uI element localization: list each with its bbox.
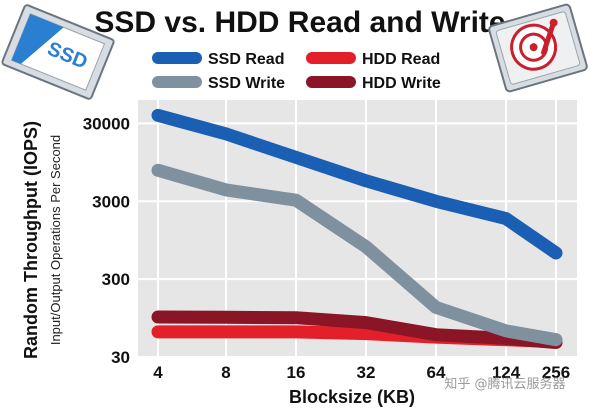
- x-tick-label: 8: [221, 363, 230, 382]
- data-point: [295, 330, 297, 333]
- data-point: [365, 245, 367, 248]
- grid-lines: [138, 100, 577, 358]
- y-tick-label: 30: [111, 348, 130, 367]
- data-point: [555, 252, 557, 254]
- x-tick-label: 32: [357, 363, 376, 382]
- data-point: [555, 338, 557, 341]
- x-axis-label: Blocksize (KB): [289, 387, 415, 407]
- y-axis-label: Random Throughput (IOPS): [21, 121, 41, 359]
- x-tick-label: 124: [492, 363, 521, 382]
- x-tick-label: 64: [427, 363, 446, 382]
- x-tick-label: 256: [542, 363, 570, 382]
- data-point: [225, 188, 227, 191]
- data-point: [157, 114, 159, 117]
- y-tick-label: 30000: [83, 114, 130, 133]
- legend-label: HDD Write: [362, 75, 441, 92]
- series-layer: [151, 108, 563, 349]
- data-point: [225, 132, 227, 135]
- data-point: [435, 333, 437, 336]
- ssd-drive-icon: SSD: [1, 4, 115, 100]
- data-point: [505, 217, 507, 220]
- data-point: [365, 179, 367, 182]
- data-point: [365, 332, 367, 335]
- y-tick-label: 300: [102, 270, 130, 289]
- data-point: [505, 337, 507, 340]
- data-point: [157, 330, 159, 333]
- data-point: [295, 156, 297, 159]
- data-point: [435, 306, 437, 309]
- y-axis-sublabel: Input/Output Operations Per Second: [48, 135, 63, 345]
- legend-label: HDD Read: [362, 51, 440, 68]
- x-tick-label: 4: [153, 363, 163, 382]
- data-point: [295, 316, 297, 319]
- data-point: [225, 316, 227, 319]
- data-point: [225, 330, 227, 333]
- chart-title: SSD vs. HDD Read and Write: [94, 6, 505, 39]
- data-point: [157, 169, 159, 172]
- watermark-text: 知乎 @腾讯云服务器: [444, 376, 565, 392]
- legend: SSD Read SSD Write HDD Read HDD Write: [152, 51, 441, 92]
- legend-label: SSD Read: [208, 51, 284, 68]
- data-point: [157, 316, 159, 318]
- data-point: [365, 321, 367, 324]
- data-point: [295, 199, 297, 202]
- x-tick-label: 16: [287, 363, 306, 382]
- data-point: [435, 200, 437, 203]
- data-point: [505, 329, 507, 332]
- tick-labels: 4 8 16 32 64 124 256 30 300 3000 30000: [83, 114, 570, 382]
- hdd-drive-icon: [488, 3, 588, 93]
- legend-label: SSD Write: [208, 75, 285, 92]
- y-tick-label: 3000: [92, 192, 130, 211]
